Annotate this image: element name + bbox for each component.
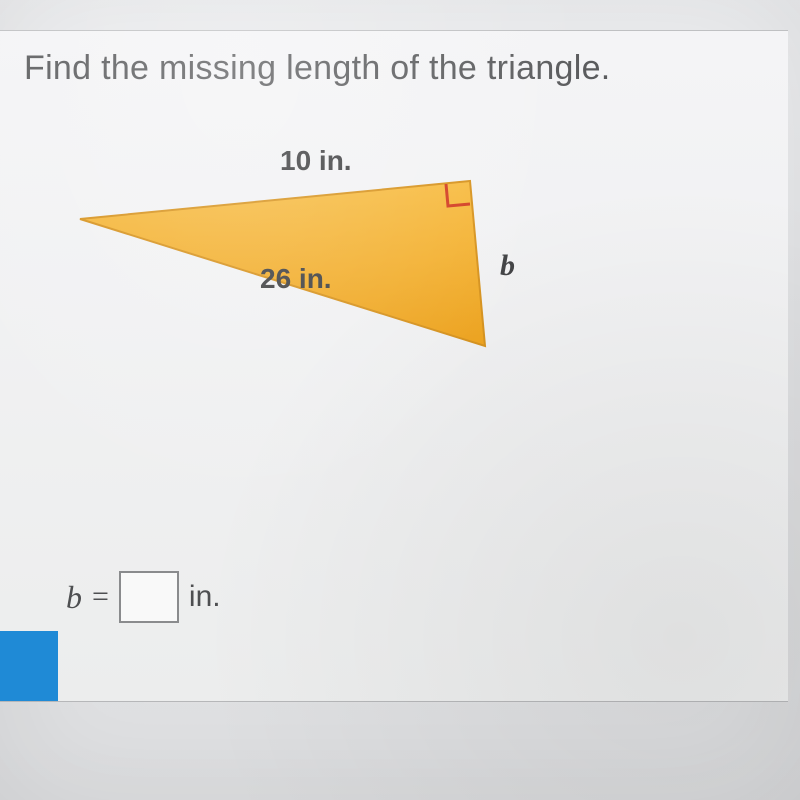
answer-row: b = in. [66, 571, 221, 623]
answer-input-box[interactable] [119, 571, 179, 623]
answer-unit: in. [189, 580, 221, 614]
right-side-label: b [500, 249, 515, 283]
question-card: Find the missing length of the triangle.… [0, 30, 788, 702]
triangle-diagram: 10 in. 26 in. b [70, 151, 590, 431]
page-surface: Find the missing length of the triangle.… [0, 0, 800, 800]
top-side-label: 10 in. [280, 145, 352, 177]
blue-button-fragment[interactable] [0, 631, 58, 701]
equals-sign: = [92, 580, 109, 614]
answer-variable: b [66, 579, 82, 616]
hypotenuse-label: 26 in. [260, 263, 332, 295]
question-text: Find the missing length of the triangle. [24, 49, 776, 88]
